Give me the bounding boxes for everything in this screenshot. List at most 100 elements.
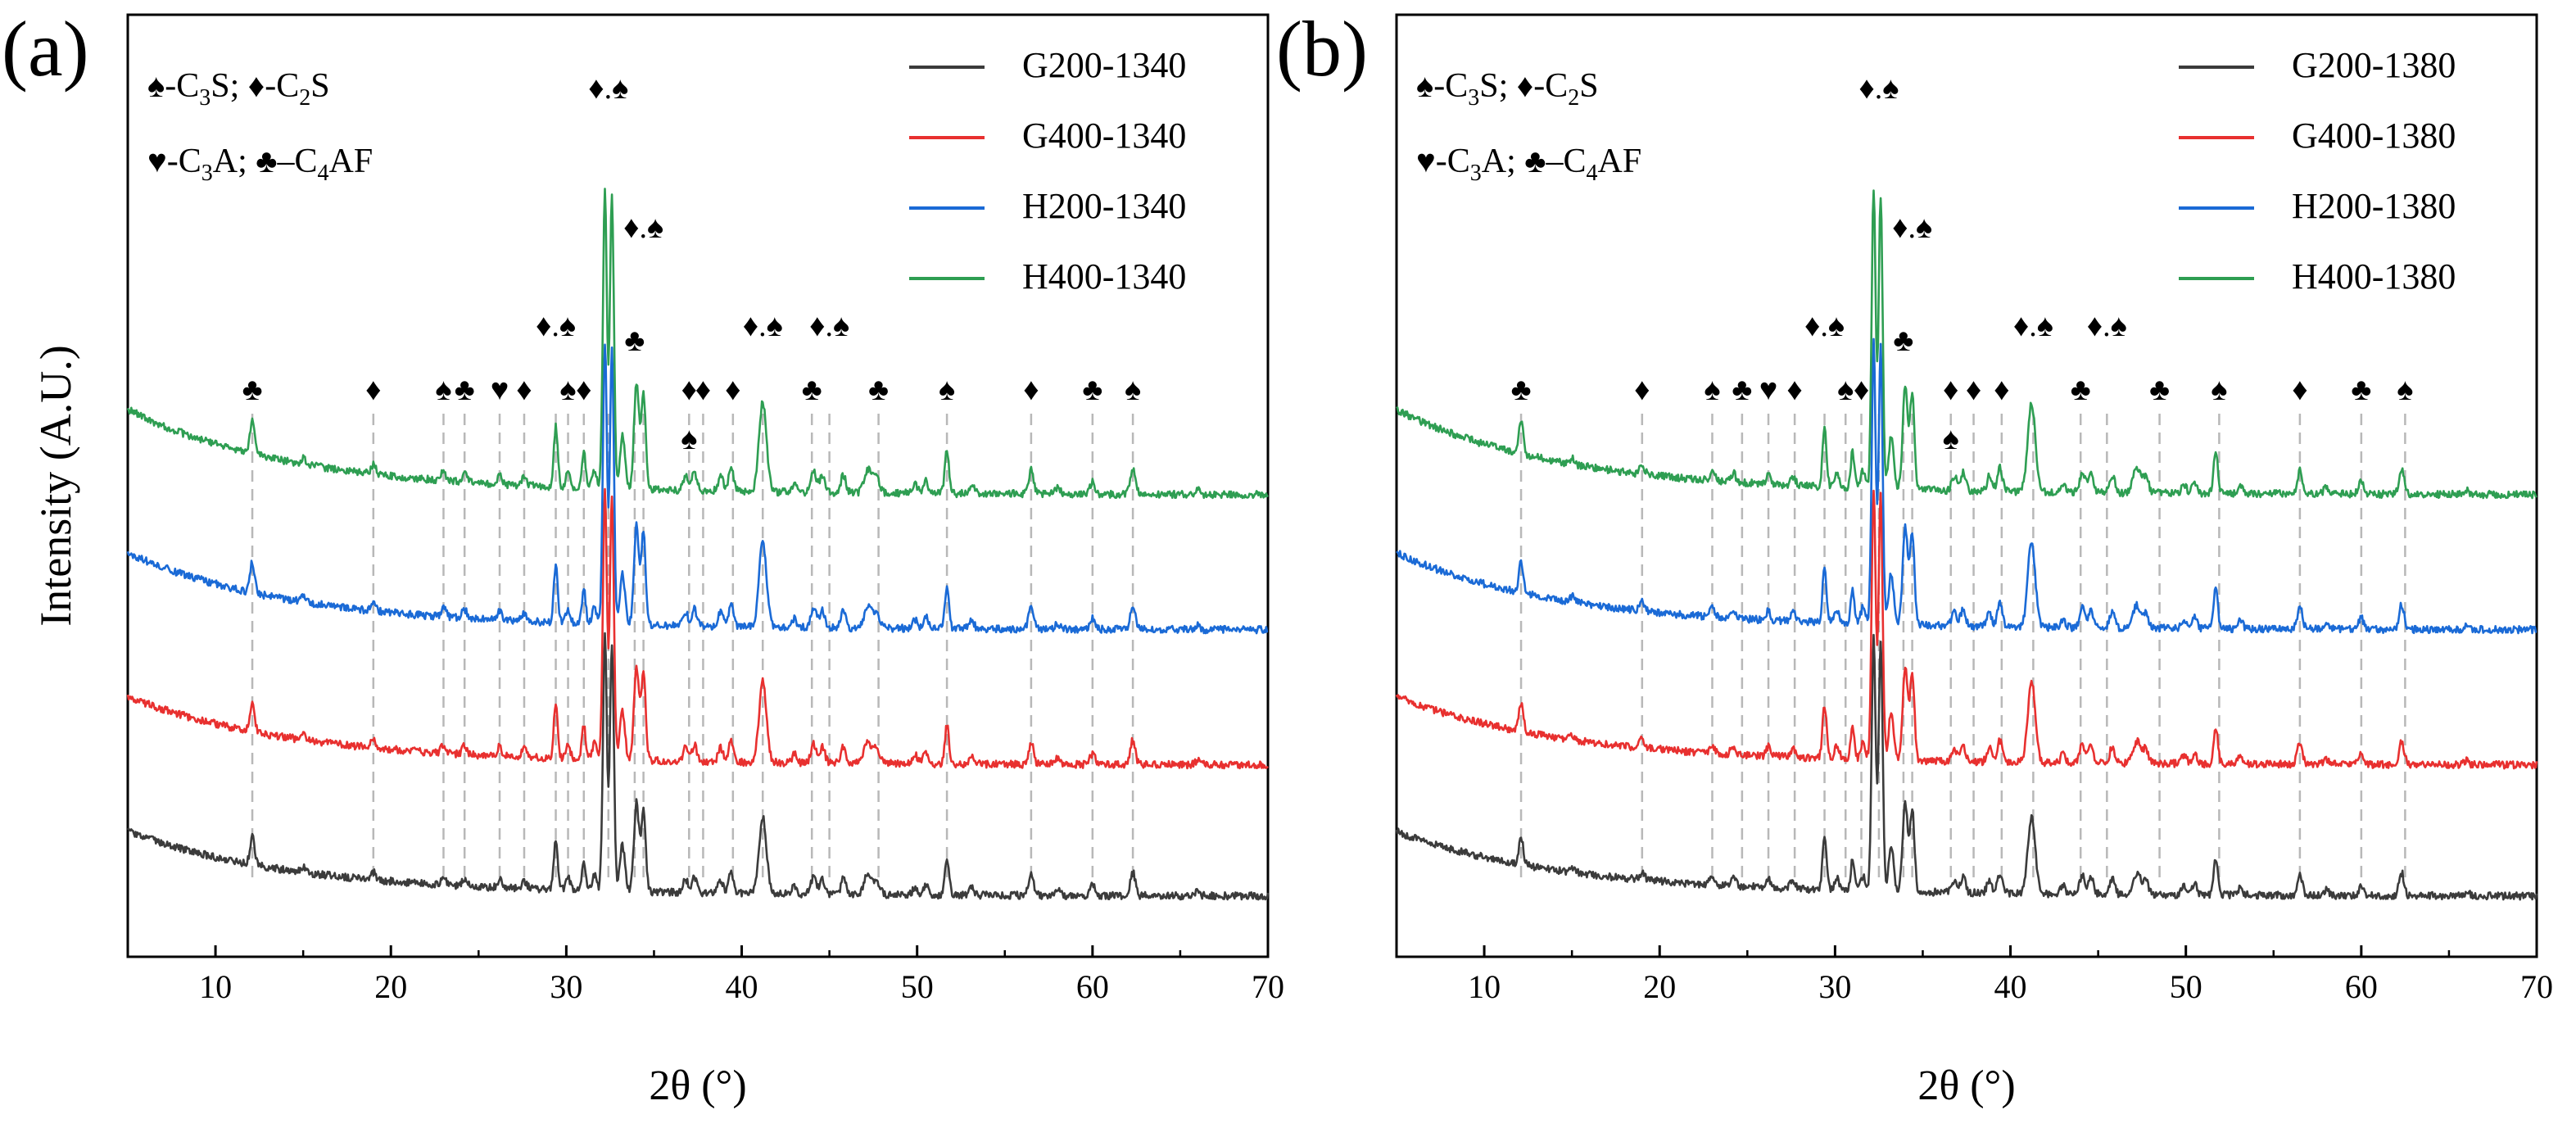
x-tick-label: 60 — [1076, 968, 1109, 1005]
phase-key-text: A; — [1482, 143, 1525, 180]
x-tick-label: 40 — [726, 968, 758, 1005]
peak-marker: ♦.♠ — [536, 309, 576, 343]
peak-marker: ♣ — [242, 373, 263, 407]
peak-marker: ♦ — [1966, 373, 1981, 407]
peak-marker: ♣ — [2149, 373, 2170, 407]
peak-marker: ♦.♠ — [1892, 211, 1932, 245]
plot-frame — [126, 13, 1270, 958]
phase-key-text: 3 — [1470, 161, 1482, 186]
phase-symbol: ♥ — [147, 143, 167, 179]
phase-key-text: 3 — [1468, 85, 1479, 111]
peak-marker: ♦ — [1994, 373, 2009, 407]
x-tick-label: 30 — [550, 968, 582, 1005]
phase-symbol: ♦ — [248, 67, 265, 104]
series-line-H200-1380 — [1396, 337, 2538, 635]
series-line-H400-1340 — [126, 188, 1269, 500]
peak-marker: ♠ — [1704, 373, 1720, 407]
legend-label: G200-1340 — [1022, 45, 1186, 85]
y-axis-title: Intensity (A.U.) — [31, 345, 80, 626]
peak-marker: ♣ — [1732, 373, 1752, 407]
phase-key-text: 2 — [299, 85, 310, 111]
plot-frame — [1395, 13, 2538, 958]
peak-marker: ♦ — [516, 373, 532, 407]
legend-label: H200-1380 — [2292, 186, 2456, 226]
phase-key-text: -C — [167, 143, 201, 180]
series-line-H400-1380 — [1396, 189, 2538, 500]
phase-symbol: ♠ — [1416, 67, 1433, 104]
peak-marker: ♣ — [1893, 324, 1913, 358]
x-tick-label: 20 — [1643, 968, 1676, 1005]
peak-marker: ♥ — [1759, 373, 1778, 407]
phase-key-text: S — [310, 67, 329, 105]
phase-symbol: ♠ — [147, 67, 165, 104]
peak-marker: ♦ — [725, 373, 740, 407]
phase-symbol: ♣ — [256, 143, 277, 179]
series-line-G400-1380 — [1395, 489, 2538, 770]
peak-marker: ♦ — [1786, 373, 1802, 407]
peak-marker: ♦ — [1854, 373, 1869, 407]
peak-marker: ♦ — [365, 373, 381, 407]
peak-marker: ♠ — [1943, 422, 1959, 456]
peak-marker: ♠ — [681, 422, 697, 456]
x-tick-label: 10 — [1468, 968, 1501, 1005]
x-tick-label: 50 — [2170, 968, 2203, 1005]
phase-key-text: A; — [213, 143, 256, 180]
phase-key-text: S; — [1479, 67, 1517, 105]
peak-marker: ♦.♠ — [743, 309, 783, 343]
peak-marker: ♦ — [681, 373, 697, 407]
peak-marker: ♦.♠ — [1804, 309, 1845, 343]
series-line-G200-1380 — [1395, 633, 2538, 901]
x-tick-label: 60 — [2345, 968, 2378, 1005]
panel-label: (b) — [1276, 5, 1368, 93]
peak-marker: ♦.♠ — [1858, 71, 1899, 106]
panel-a: ♣ ♦ ♠ ♣ ♥ ♦♦.♠♠ ♦♦.♠♦.♠♣♦♠♦ ♦♦.♠♣♦.♠♣ ♠ ♦ ♣ ♠10 20 30… — [2, 5, 1284, 1109]
x-tick-label: 50 — [901, 968, 934, 1005]
x-tick-label: 70 — [1252, 968, 1284, 1005]
series-line-H200-1340 — [126, 343, 1269, 635]
x-tick-label: 10 — [199, 968, 232, 1005]
phase-key-text: S — [1579, 67, 1598, 105]
peak-marker: ♠ — [559, 373, 576, 407]
legend-label: G400-1380 — [2292, 116, 2456, 156]
phase-key-text: –C — [1546, 143, 1587, 180]
peak-marker: ♣ — [1082, 373, 1102, 407]
peak-marker: ♥ — [491, 373, 509, 407]
peak-marker: ♠ — [939, 373, 955, 407]
legend-label: H400-1340 — [1022, 256, 1186, 297]
phase-key-text: 4 — [318, 161, 329, 186]
phase-symbol: ♣ — [1524, 143, 1546, 179]
panel-label: (a) — [2, 5, 89, 93]
phase-key-line: ♥-C3​A; ♣–C4​AF — [1416, 143, 1641, 186]
x-axis-title: 2θ (°) — [1917, 1062, 2015, 1109]
peak-marker: ♣ — [2071, 373, 2091, 407]
peak-marker: ♦ — [1634, 373, 1650, 407]
phase-key-line: ♠-C3​S; ♦-C2​S — [147, 67, 330, 111]
peak-marker: ♣ — [624, 324, 645, 358]
x-tick-label: 30 — [1818, 968, 1851, 1005]
peak-marker: ♠ — [1125, 373, 1141, 407]
series-line-G400-1340 — [126, 487, 1269, 770]
peak-marker: ♠ — [435, 373, 451, 407]
x-tick-label: 40 — [1994, 968, 2027, 1005]
legend-label: H400-1380 — [2292, 256, 2456, 297]
peak-marker: ♦.♠ — [623, 211, 663, 245]
phase-key-text: 3 — [201, 161, 213, 186]
phase-symbol: ♥ — [1416, 143, 1436, 179]
phase-key-text: –C — [277, 143, 318, 180]
series-line-G200-1340 — [126, 632, 1270, 901]
phase-key-text: S; — [211, 67, 248, 105]
legend-label: G400-1340 — [1022, 116, 1186, 156]
phase-key-text: 4 — [1587, 161, 1598, 186]
peak-marker: ♣ — [802, 373, 822, 407]
phase-key-text: -C — [265, 67, 299, 105]
peak-marker: ♣ — [1511, 373, 1532, 407]
legend-label: H200-1340 — [1022, 186, 1186, 226]
phase-key-line: ♥-C3​A; ♣–C4​AF — [147, 143, 373, 186]
phase-key-text: -C — [1436, 143, 1470, 180]
peak-marker: ♦ — [1943, 373, 1958, 407]
phase-key-text: AF — [329, 143, 373, 180]
peak-marker: ♣ — [868, 373, 889, 407]
phase-key-line: ♠-C3​S; ♦-C2​S — [1416, 67, 1599, 111]
peak-marker: ♦.♠ — [588, 71, 628, 106]
